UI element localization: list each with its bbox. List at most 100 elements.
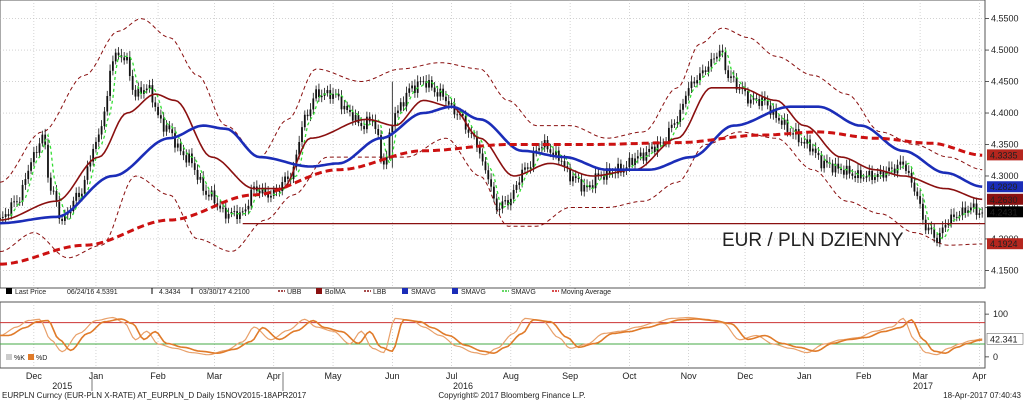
candle-body — [509, 198, 512, 206]
candle-body — [292, 166, 295, 180]
oscillator-d-line — [0, 318, 983, 355]
candle-body — [236, 211, 238, 220]
candle-body — [38, 143, 41, 153]
candle-body — [563, 161, 566, 167]
candle-body — [540, 147, 543, 149]
legend-swatch — [402, 288, 408, 294]
candle-body — [436, 92, 439, 97]
candle-body — [447, 101, 450, 105]
legend-swatch — [6, 288, 12, 294]
candle-body — [4, 214, 7, 217]
candle-body — [526, 167, 529, 169]
footer-center: Copyright© 2017 Bloomberg Finance L.P. — [438, 391, 585, 400]
osc-value-box — [986, 333, 1024, 345]
candle-body — [800, 141, 803, 143]
candle-body — [428, 80, 430, 88]
candle-body — [924, 219, 927, 231]
candle-body — [445, 96, 447, 102]
candle-body — [656, 142, 659, 152]
candle-body — [806, 139, 809, 144]
legend-entry: 03/30/17 4.2100 — [199, 289, 250, 296]
candle-body — [174, 133, 176, 148]
candle-body — [490, 179, 492, 187]
candle-body — [594, 173, 597, 189]
candle-body — [786, 119, 789, 132]
candle-body — [470, 132, 473, 134]
candle-body — [24, 179, 27, 185]
candle-body — [515, 184, 518, 190]
candle-body — [481, 153, 484, 162]
candle-body — [927, 227, 930, 231]
candle-body — [763, 97, 766, 101]
candle-body — [140, 87, 143, 94]
candle-body — [411, 85, 413, 89]
candle-body — [179, 143, 182, 152]
candle-body — [247, 205, 250, 210]
candle-body — [690, 81, 693, 89]
candle-body — [357, 115, 360, 124]
candle-body — [13, 201, 16, 203]
candle-body — [41, 134, 44, 144]
candle-body — [123, 57, 126, 61]
candle-body — [687, 88, 690, 96]
candle-body — [797, 129, 800, 143]
candle-body — [405, 92, 408, 107]
candle-body — [227, 213, 230, 219]
candle-body — [413, 85, 416, 93]
candle-body — [366, 116, 368, 130]
candle-body — [642, 152, 645, 161]
candle-body — [222, 207, 224, 209]
price-tick-label: 4.3000 — [991, 171, 1019, 181]
candle-body — [337, 93, 340, 97]
price-box — [987, 181, 1023, 193]
candle-body — [224, 207, 227, 219]
candle-body — [27, 170, 30, 180]
candle-body — [250, 189, 253, 206]
candle-body — [529, 167, 532, 169]
candle-body — [402, 102, 405, 107]
candle-body — [944, 224, 947, 228]
candle-body — [238, 212, 241, 220]
candle-body — [391, 125, 394, 133]
candle-body — [284, 176, 286, 183]
candle-body — [408, 88, 411, 93]
candle-body — [597, 173, 600, 176]
candle-body — [151, 85, 154, 103]
candle-body — [823, 160, 826, 169]
candle-body — [191, 153, 193, 164]
candle-body — [882, 171, 885, 178]
year-label: 2017 — [913, 381, 933, 391]
candle-body — [261, 187, 264, 194]
month-label: Mar — [912, 371, 928, 381]
candle-body — [185, 155, 188, 163]
osc-legend-swatch — [28, 354, 34, 360]
candle-body — [382, 159, 385, 165]
oscillator-frame — [0, 301, 986, 369]
price-box-label: 4.2431 — [990, 207, 1018, 217]
candle-body — [662, 142, 665, 144]
candle-body — [425, 81, 428, 88]
candle-body — [162, 118, 165, 132]
candle-body — [309, 109, 312, 117]
candle-body — [518, 182, 521, 185]
candle-body — [902, 161, 905, 165]
month-label: Mar — [207, 371, 223, 381]
candle-body — [453, 102, 456, 115]
candle-body — [574, 176, 577, 179]
candle-body — [684, 95, 687, 104]
candle-body — [114, 52, 117, 62]
candle-body — [388, 132, 391, 157]
legend-swatch — [452, 288, 458, 294]
osc-legend-entry: %K — [14, 355, 25, 362]
candle-body — [298, 142, 301, 155]
candle-body — [628, 157, 631, 168]
candle-body — [560, 160, 563, 162]
candle-body — [817, 152, 820, 156]
candle-body — [676, 121, 679, 124]
candle-body — [704, 70, 707, 72]
candle-body — [583, 185, 586, 192]
legend-entry: SMAVG — [511, 289, 536, 296]
candle-body — [653, 146, 656, 152]
candle-body — [955, 216, 958, 218]
